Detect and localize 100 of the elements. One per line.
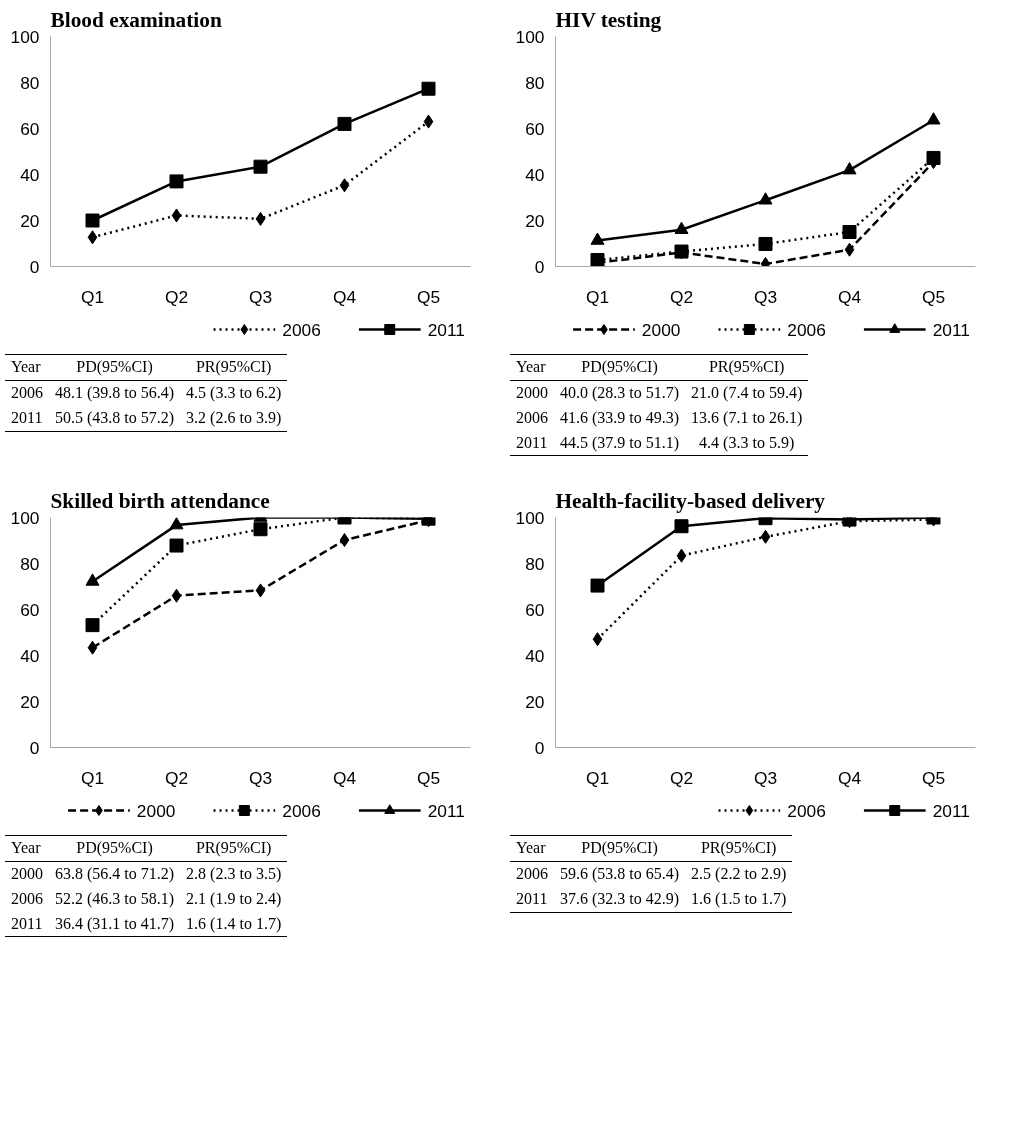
text: 2011	[5, 405, 49, 432]
text: PD(95%CI)	[554, 835, 686, 862]
y-tick-label: 0	[29, 256, 40, 277]
text: 4.4 (3.3 to 5.9)	[685, 430, 809, 456]
y-tick-label: 40	[20, 645, 40, 666]
legend-label: 2011	[427, 800, 465, 821]
y-tick-label: 100	[515, 507, 545, 528]
y-tick-label: 100	[515, 26, 545, 47]
y-tick-label: 20	[525, 691, 545, 712]
y-tick-label: 80	[20, 553, 40, 574]
x-tick-label: Q4	[837, 767, 862, 788]
x-tick-label: Q4	[332, 286, 357, 307]
legend-label: 2006	[787, 319, 826, 340]
chart-title: HIV testing	[555, 7, 662, 32]
x-tick-label: Q5	[921, 286, 946, 307]
text: 2006	[515, 407, 549, 428]
legend-label: 2006	[282, 319, 321, 340]
y-tick-label: 60	[20, 118, 40, 139]
text: PR(95%CI)	[685, 835, 793, 862]
y-tick-label: 80	[525, 553, 545, 574]
y-tick-label: 20	[20, 691, 40, 712]
y-tick-label: 100	[10, 26, 40, 47]
text: 2.8 (2.3 to 3.5)	[185, 863, 283, 885]
text: 2006	[515, 863, 549, 884]
y-tick-label: 0	[29, 737, 40, 758]
text: PR(95%CI)	[685, 354, 809, 381]
x-tick-label: Q5	[416, 767, 441, 788]
x-tick-label: Q1	[80, 286, 105, 307]
y-tick-label: 40	[525, 645, 545, 666]
text: 2.5 (2.2 to 2.9)	[690, 863, 788, 885]
text: 37.6 (32.3 to 42.9)	[554, 886, 686, 913]
text: 52.2 (46.3 to 58.1)	[54, 888, 176, 910]
x-tick-label: Q2	[164, 767, 189, 788]
y-tick-label: 80	[525, 72, 545, 93]
text: 2000	[515, 382, 549, 403]
y-tick-label: 20	[20, 210, 40, 231]
x-tick-label: Q2	[669, 286, 694, 307]
text: Year	[510, 835, 554, 862]
y-tick-label: 100	[10, 507, 40, 528]
text: PR(95%CI)	[180, 835, 288, 862]
legend-label: 2000	[641, 319, 681, 340]
text: 2006	[10, 888, 44, 909]
chart-title: Blood examination	[50, 7, 222, 32]
text: PD(95%CI)	[49, 354, 181, 381]
x-tick-label: Q3	[753, 767, 778, 788]
y-tick-label: 0	[534, 737, 545, 758]
legend-label: 2000	[136, 800, 176, 821]
y-tick-label: 60	[525, 118, 545, 139]
text: Year	[5, 835, 49, 862]
legend-label: 2011	[932, 319, 970, 340]
text: PD(95%CI)	[554, 354, 686, 381]
text: 3.2 (2.6 to 3.9)	[180, 405, 288, 432]
y-tick-label: 80	[20, 72, 40, 93]
text: 2011	[5, 911, 49, 937]
x-tick-label: Q4	[332, 767, 357, 788]
legend-label: 2011	[427, 319, 465, 340]
text: PD(95%CI)	[49, 835, 181, 862]
x-tick-label: Q3	[248, 286, 273, 307]
text: 1.6 (1.5 to 1.7)	[685, 886, 793, 913]
y-tick-label: 60	[525, 599, 545, 620]
text: Year	[5, 354, 49, 381]
legend-label: 2011	[932, 800, 970, 821]
y-tick-label: 60	[20, 599, 40, 620]
text: 1.6 (1.4 to 1.7)	[180, 911, 288, 937]
text: 59.6 (53.8 to 65.4)	[559, 863, 681, 885]
y-tick-label: 0	[534, 256, 545, 277]
text: 44.5 (37.9 to 51.1)	[554, 430, 686, 456]
text: 40.0 (28.3 to 51.7)	[559, 382, 681, 404]
x-tick-label: Q2	[669, 767, 694, 788]
legend-label: 2006	[282, 800, 321, 821]
x-tick-label: Q1	[585, 767, 610, 788]
x-tick-label: Q3	[248, 767, 273, 788]
x-tick-label: Q5	[921, 767, 946, 788]
y-tick-label: 40	[525, 164, 545, 185]
text: 2006	[10, 382, 44, 403]
text: 50.5 (43.8 to 57.2)	[49, 405, 181, 432]
y-tick-label: 20	[525, 210, 545, 231]
text: 4.5 (3.3 to 6.2)	[185, 382, 283, 404]
x-tick-label: Q3	[753, 286, 778, 307]
text: 36.4 (31.1 to 41.7)	[49, 911, 181, 937]
text: Year	[510, 354, 554, 381]
x-tick-label: Q2	[164, 286, 189, 307]
chart-title: Skilled birth attendance	[50, 488, 270, 513]
text: 2.1 (1.9 to 2.4)	[185, 888, 283, 910]
text: 63.8 (56.4 to 71.2)	[54, 863, 176, 885]
x-tick-label: Q4	[837, 286, 862, 307]
y-tick-label: 40	[20, 164, 40, 185]
text: 41.6 (33.9 to 49.3)	[559, 407, 681, 429]
x-tick-label: Q1	[585, 286, 610, 307]
text: PR(95%CI)	[180, 354, 288, 381]
chart-title: Health-facility-based delivery	[555, 488, 826, 513]
legend-label: 2006	[787, 800, 826, 821]
text: 2011	[510, 886, 554, 913]
x-tick-label: Q5	[416, 286, 441, 307]
text: 2000	[10, 863, 44, 884]
text: 2011	[510, 430, 554, 456]
x-tick-label: Q1	[80, 767, 105, 788]
text: 13.6 (7.1 to 26.1)	[690, 407, 804, 429]
text: 21.0 (7.4 to 59.4)	[690, 382, 804, 404]
text: 48.1 (39.8 to 56.4)	[54, 382, 176, 404]
